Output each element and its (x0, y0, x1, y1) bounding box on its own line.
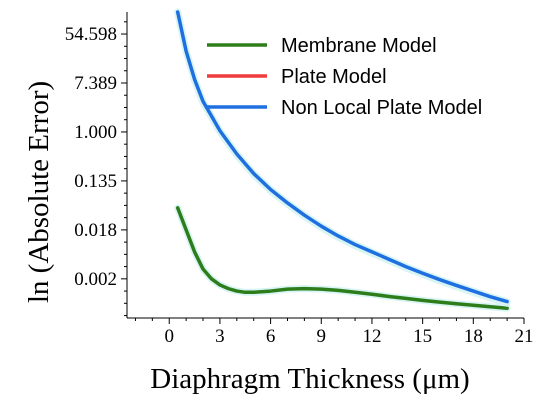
legend: Membrane Model Plate Model Non Local Plate… (207, 35, 482, 119)
legend-label-membrane-model: Membrane Model (281, 35, 437, 57)
y-axis-title: ln (Absolute Error) (23, 81, 55, 303)
series-line-membrane-model (175, 206, 509, 310)
y-tick-label: 0.002 (74, 269, 117, 290)
x-tick-label: 12 (362, 326, 381, 347)
axes: 0 3 6 9 12 15 18 21 54.598 7.389 1.000 0.135 0.018 0.… (65, 12, 534, 347)
y-tick-label: 7.389 (74, 73, 117, 94)
legend-label-plate-model: Plate Model (281, 66, 387, 88)
x-tick-label: 0 (164, 326, 174, 347)
x-tick-label: 6 (266, 326, 276, 347)
x-tick-label: 9 (317, 326, 327, 347)
y-tick-label: 0.135 (74, 171, 117, 192)
x-tick-label: 15 (413, 326, 432, 347)
x-tick-label: 21 (515, 326, 534, 347)
y-tick-label: 54.598 (65, 24, 117, 45)
series-layer (174, 8, 511, 312)
legend-label-non-local-plate-model: Non Local Plate Model (281, 97, 482, 119)
series-glow-membrane-model (174, 204, 511, 312)
x-tick-label: 3 (215, 326, 225, 347)
y-tick-label: 0.018 (74, 220, 117, 241)
x-tick-label: 18 (464, 326, 483, 347)
y-tick-label: 1.000 (74, 122, 117, 143)
x-axis-title: Diaphragm Thickness (μm) (150, 363, 469, 395)
series-line-non-local-plate-model (175, 10, 509, 304)
